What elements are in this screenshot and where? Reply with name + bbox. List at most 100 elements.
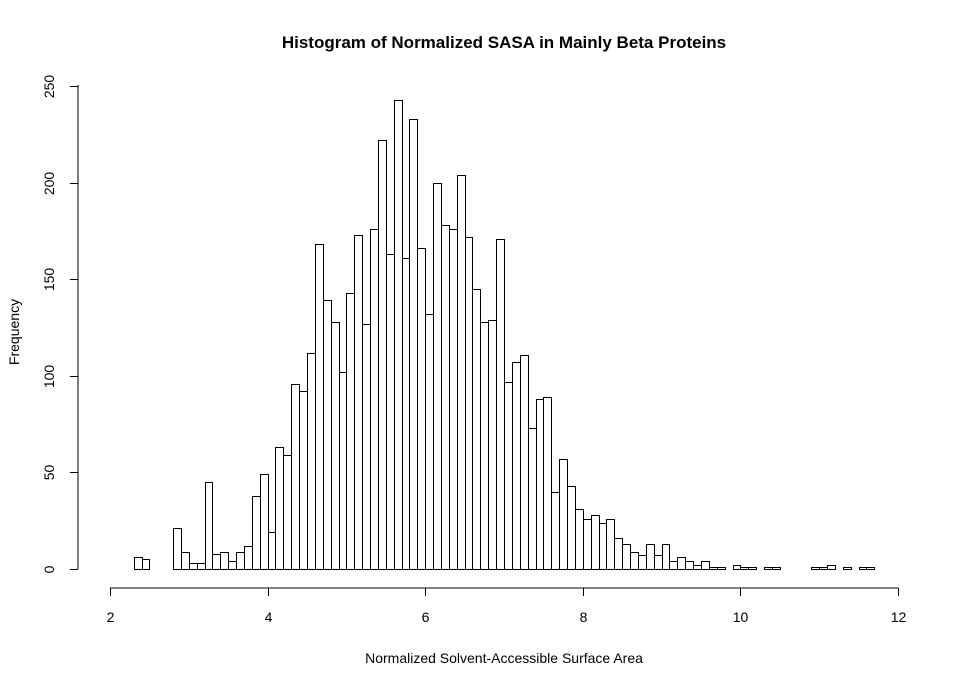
histogram-bar xyxy=(402,258,410,570)
histogram-bar xyxy=(417,248,426,570)
histogram-bar xyxy=(205,482,213,570)
histogram-bar xyxy=(228,561,237,570)
histogram-bar xyxy=(346,293,355,570)
histogram-bar xyxy=(394,100,403,570)
histogram-bar xyxy=(433,183,442,570)
histogram-bar xyxy=(268,532,276,570)
histogram-bar xyxy=(504,382,513,570)
histogram-bar xyxy=(441,225,450,570)
histogram-bar xyxy=(449,229,458,570)
histogram-bar xyxy=(173,528,182,570)
histogram-bar xyxy=(323,300,332,570)
histogram-bar xyxy=(197,563,206,570)
histogram-bar xyxy=(866,567,875,570)
histogram-bar xyxy=(606,519,615,570)
histogram-bar xyxy=(370,229,379,570)
histogram-bar xyxy=(386,254,395,570)
histogram-bar xyxy=(622,544,631,570)
histogram-bar xyxy=(669,561,678,570)
x-tick-label: 8 xyxy=(580,609,588,625)
histogram-bar xyxy=(142,559,150,570)
histogram-bar xyxy=(528,428,537,570)
histogram-bar xyxy=(638,555,647,570)
histogram-bar xyxy=(299,391,308,570)
histogram-bar xyxy=(536,399,544,570)
histogram-bar xyxy=(520,355,529,570)
histogram-bar xyxy=(457,175,466,570)
histogram-bar xyxy=(488,320,497,570)
histogram-bar xyxy=(275,447,284,570)
histogram-bar xyxy=(599,523,607,570)
y-axis: 0 50 100 150 200 250 xyxy=(41,75,79,573)
histogram-bar xyxy=(307,353,316,570)
histogram-bar xyxy=(717,567,726,570)
y-tick-label: 250 xyxy=(41,75,57,99)
histogram-bar xyxy=(189,563,198,570)
histogram-bar xyxy=(543,397,552,570)
y-tick-label: 200 xyxy=(41,172,57,196)
histogram-bar xyxy=(575,509,584,570)
y-tick-label: 0 xyxy=(41,565,57,573)
histogram-bar xyxy=(315,244,324,570)
histogram-bar xyxy=(662,544,670,570)
histogram-bar xyxy=(551,492,560,570)
histogram-bar xyxy=(740,567,749,570)
histogram-bar xyxy=(811,567,820,570)
histogram-bar xyxy=(496,239,505,570)
histogram-bar xyxy=(331,322,340,570)
histogram-bar xyxy=(220,552,229,570)
histogram-bar xyxy=(244,546,253,570)
histogram-bar xyxy=(134,557,143,570)
x-tick-label: 12 xyxy=(891,609,907,625)
histogram-bar xyxy=(425,314,434,570)
bars-group xyxy=(134,100,875,570)
histogram-bar xyxy=(252,496,261,570)
x-axis-label: Normalized Solvent-Accessible Surface Ar… xyxy=(365,650,643,666)
histogram-bar xyxy=(709,567,718,570)
histogram-bar xyxy=(654,555,663,570)
y-tick-label: 50 xyxy=(41,465,57,481)
histogram-bar xyxy=(465,237,473,570)
histogram-bar xyxy=(614,538,623,570)
histogram-bar xyxy=(212,554,221,570)
histogram-bar xyxy=(480,322,489,570)
y-tick-label: 150 xyxy=(41,268,57,292)
y-tick-label: 100 xyxy=(41,365,57,389)
histogram-bar xyxy=(843,567,852,570)
histogram-bar xyxy=(181,552,190,570)
histogram-bar xyxy=(733,565,741,570)
histogram-bar xyxy=(378,140,387,570)
y-axis-label: Frequency xyxy=(6,299,22,365)
histogram-bar xyxy=(764,567,773,570)
histogram-bar xyxy=(362,324,371,570)
histogram-bar xyxy=(236,552,245,570)
histogram-bar xyxy=(512,362,521,570)
histogram-bar xyxy=(559,459,568,570)
histogram-bar xyxy=(567,486,576,570)
x-axis: 2 4 6 8 10 12 xyxy=(107,587,907,625)
histogram-bar xyxy=(748,567,757,570)
histogram-bar xyxy=(583,519,592,570)
histogram-bar xyxy=(354,235,363,570)
histogram-bar xyxy=(409,119,418,570)
histogram-bar xyxy=(260,474,269,570)
histogram-bar xyxy=(591,515,600,570)
histogram-bar xyxy=(677,557,686,570)
histogram-bar xyxy=(646,544,655,570)
x-tick-label: 2 xyxy=(107,609,115,625)
histogram-bar xyxy=(819,567,828,570)
histogram-bar xyxy=(827,565,836,570)
histogram-bar xyxy=(339,372,347,570)
histogram-bar xyxy=(693,565,702,570)
histogram-bar xyxy=(630,552,639,570)
histogram-bar xyxy=(772,567,781,570)
histogram-bar xyxy=(283,455,292,570)
x-tick-label: 10 xyxy=(733,609,749,625)
histogram-bar xyxy=(701,561,710,570)
x-tick-label: 4 xyxy=(265,609,273,625)
histogram-bar xyxy=(472,289,481,570)
histogram-bar xyxy=(291,384,300,570)
histogram-bar xyxy=(685,561,694,570)
chart-title: Histogram of Normalized SASA in Mainly B… xyxy=(282,33,726,52)
